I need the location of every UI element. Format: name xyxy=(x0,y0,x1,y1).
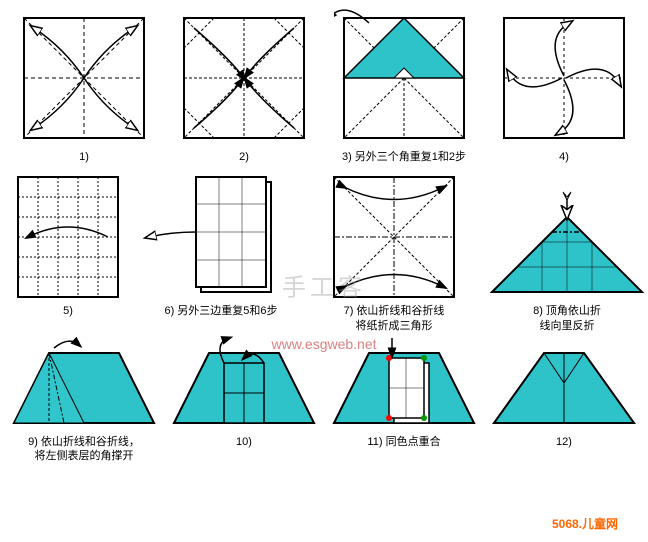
step-7: 7) 依山折线和谷折线 将纸折成三角形 xyxy=(314,172,474,333)
step-6-caption: 6) 另外三边重复5和6步 xyxy=(164,304,277,318)
row-1: 1) 2) 3) 另外三个角重复1和2步 4) xyxy=(0,0,648,172)
step-4-diagram xyxy=(494,8,634,148)
step-1: 1) xyxy=(8,8,160,164)
step-9-diagram xyxy=(9,333,159,433)
step-9: 9) 依山折线和谷折线， 将左侧表层的角撑开 xyxy=(8,333,160,464)
step-7-diagram xyxy=(319,172,469,302)
step-2-num: 2) xyxy=(239,150,249,164)
step-6-diagram xyxy=(141,172,301,302)
step-3-caption: 3) 另外三个角重复1和2步 xyxy=(342,150,466,164)
step-8-diagram xyxy=(487,172,647,302)
logo: 5068.儿童网 xyxy=(552,515,618,532)
row-2: 5) 6) 另外三边重复5和6步 7) 依山折线和谷折线 将纸折成三角形 8) … xyxy=(0,172,648,333)
step-3: 3) 另外三个角重复1和2步 xyxy=(328,8,480,164)
step-1-num: 1) xyxy=(79,150,89,164)
step-5-diagram xyxy=(13,172,123,302)
step-10-num: 10) xyxy=(236,435,252,449)
step-9-caption: 9) 依山折线和谷折线， 将左侧表层的角撑开 xyxy=(28,435,140,464)
step-2-diagram xyxy=(174,8,314,148)
step-12: 12) xyxy=(488,333,640,464)
step-1-diagram xyxy=(14,8,154,148)
step-12-diagram xyxy=(489,333,639,433)
step-5: 5) xyxy=(8,172,128,333)
step-8-caption: 8) 顶角依山折 线向里反折 xyxy=(533,304,601,333)
step-3-diagram xyxy=(334,8,474,148)
step-11-diagram xyxy=(329,333,479,433)
step-11: 11) 同色点重合 xyxy=(328,333,480,464)
step-12-num: 12) xyxy=(556,435,572,449)
step-5-num: 5) xyxy=(63,304,73,318)
step-10-diagram xyxy=(169,333,319,433)
step-11-caption: 11) 同色点重合 xyxy=(367,435,440,449)
step-10: 10) xyxy=(168,333,320,464)
step-2: 2) xyxy=(168,8,320,164)
step-4-num: 4) xyxy=(559,150,569,164)
step-8: 8) 顶角依山折 线向里反折 xyxy=(482,172,648,333)
step-7-caption: 7) 依山折线和谷折线 将纸折成三角形 xyxy=(344,304,445,333)
row-3: 9) 依山折线和谷折线， 将左侧表层的角撑开 10) 11) 同色点重合 12) xyxy=(0,333,648,464)
step-6: 6) 另外三边重复5和6步 xyxy=(136,172,306,333)
step-4: 4) xyxy=(488,8,640,164)
